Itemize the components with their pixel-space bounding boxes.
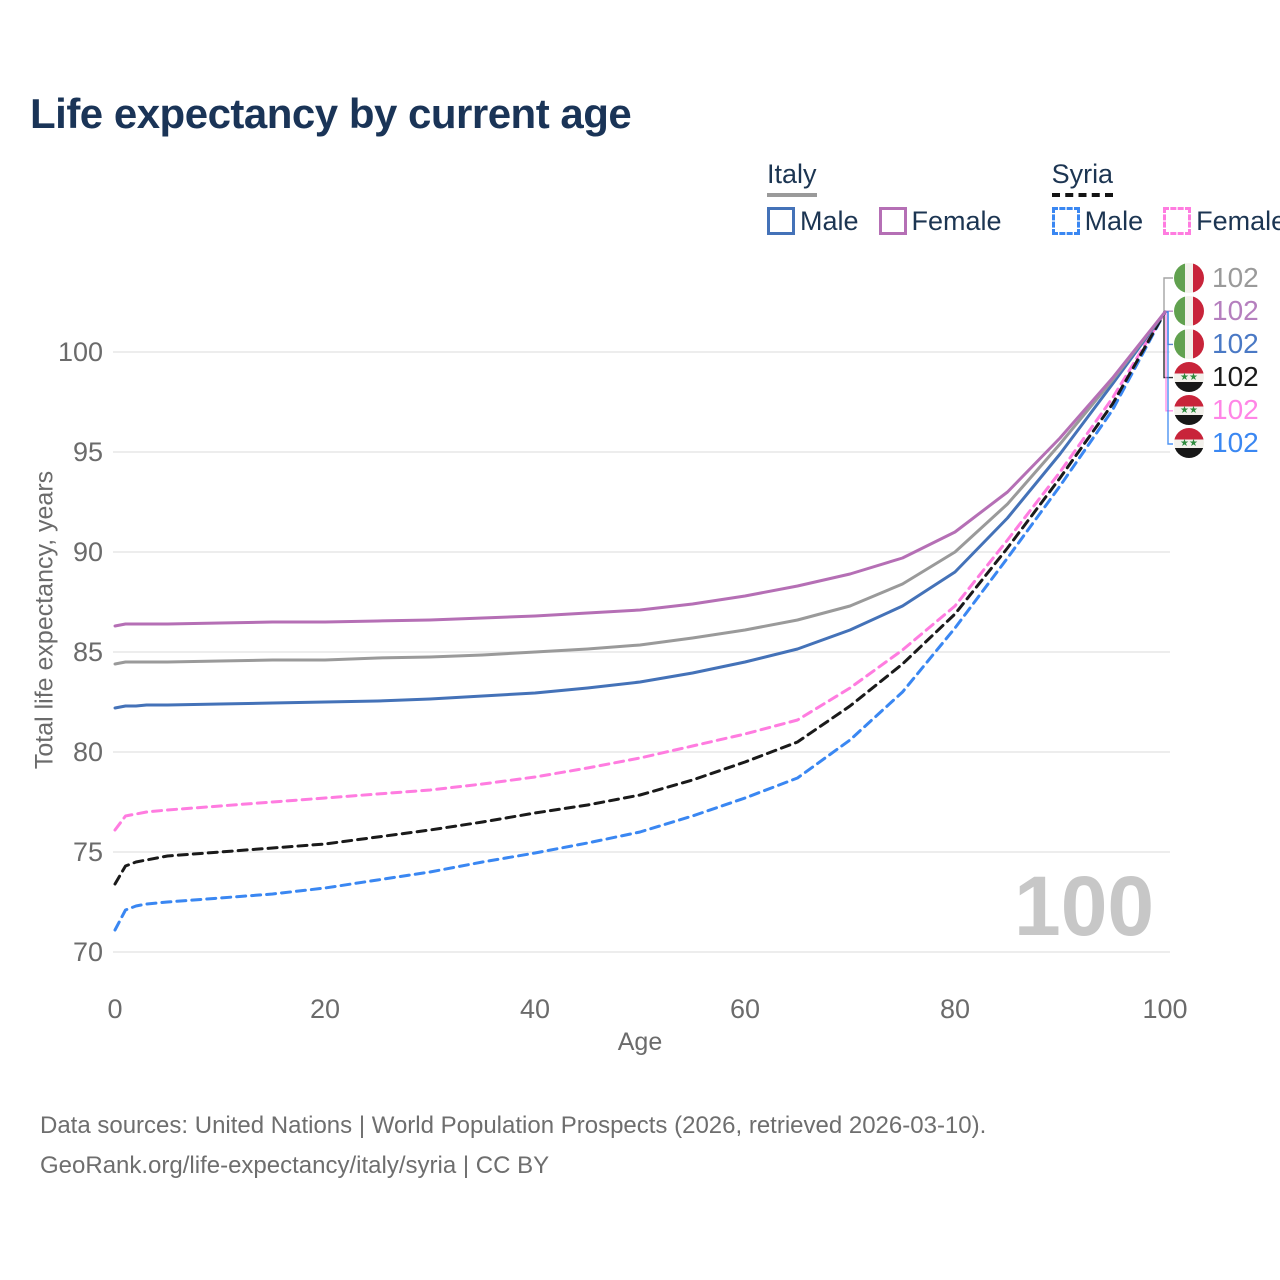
svg-text:85: 85	[73, 637, 103, 667]
legend-label-syria-female: Female	[1196, 205, 1280, 236]
syria-male-swatch-icon	[1051, 207, 1080, 236]
italy-flag-icon	[1174, 329, 1204, 359]
svg-text:40: 40	[520, 994, 550, 1024]
svg-text:20: 20	[310, 994, 340, 1024]
end-value: 102	[1212, 262, 1259, 293]
svg-text:80: 80	[940, 994, 970, 1024]
end-label-row: 102	[1174, 263, 1259, 293]
syria-flag-icon	[1174, 428, 1204, 458]
footer-data-sources: Data sources: United Nations | World Pop…	[40, 1112, 987, 1139]
svg-text:95: 95	[73, 437, 103, 467]
end-label-row: 102	[1174, 362, 1259, 392]
legend-items-italy: Male Female	[767, 206, 1002, 237]
svg-text:80: 80	[73, 737, 103, 767]
italy-flag-icon	[1174, 263, 1204, 293]
end-label-row: 102	[1174, 395, 1259, 425]
legend-group-italy: Italy Male Female	[767, 159, 1002, 237]
svg-text:100: 100	[1142, 994, 1187, 1024]
end-value: 102	[1212, 361, 1259, 392]
svg-text:100: 100	[58, 337, 103, 367]
page-title: Life expectancy by current age	[30, 90, 632, 137]
italy-male-swatch-icon	[767, 207, 795, 236]
syria-female-swatch-icon	[1163, 207, 1192, 236]
svg-text:75: 75	[73, 837, 103, 867]
legend-country-syria[interactable]: Syria	[1051, 159, 1114, 197]
footer-source-link[interactable]: GeoRank.org/life-expectancy/italy/syria …	[40, 1152, 550, 1179]
end-label-row: 102	[1174, 329, 1259, 359]
legend-group-syria: Syria Male Female	[1051, 159, 1280, 237]
end-label-row: 102	[1174, 296, 1259, 326]
legend-label-italy-female: Female	[911, 205, 1002, 236]
legend-item-italy-male[interactable]: Male	[767, 206, 859, 237]
end-value: 102	[1212, 427, 1259, 458]
end-value: 102	[1212, 394, 1259, 425]
legend-label-italy-male: Male	[800, 205, 859, 236]
legend: Italy Male Female Syria Male	[767, 159, 1280, 237]
end-value-labels: 102 102 102 102 102 102	[1174, 263, 1259, 458]
svg-text:90: 90	[73, 537, 103, 567]
syria-flag-icon	[1174, 362, 1204, 392]
italy-female-swatch-icon	[878, 207, 907, 236]
svg-text:70: 70	[73, 937, 103, 967]
legend-item-syria-male[interactable]: Male	[1051, 205, 1144, 237]
footer: Data sources: United Nations | World Pop…	[40, 1106, 986, 1186]
italy-flag-icon	[1174, 296, 1204, 326]
x-axis-title: Age	[617, 1028, 663, 1056]
svg-text:0: 0	[107, 994, 122, 1024]
y-axis-title: Total life expectancy, years	[30, 470, 59, 770]
legend-item-syria-female[interactable]: Female	[1163, 206, 1280, 237]
legend-country-italy[interactable]: Italy	[767, 159, 817, 197]
hovered-age-label: 100	[1014, 859, 1155, 953]
end-label-row: 102	[1174, 428, 1259, 458]
legend-items-syria: Male Female	[1051, 205, 1280, 237]
legend-label-syria-male: Male	[1084, 205, 1144, 236]
end-value: 102	[1212, 328, 1259, 359]
legend-item-italy-female[interactable]: Female	[878, 205, 1002, 237]
syria-flag-icon	[1174, 395, 1204, 425]
svg-text:60: 60	[730, 994, 760, 1024]
end-value: 102	[1212, 295, 1259, 326]
